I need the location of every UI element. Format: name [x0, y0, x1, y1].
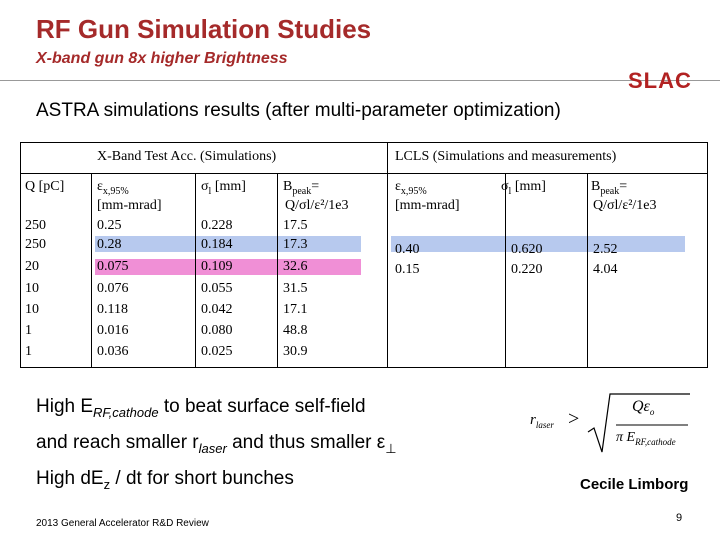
lcls-cell-sigma: 0.620: [511, 242, 543, 257]
col-header-q: Q [pC]: [25, 179, 65, 194]
table-cell-bpeak: 32.6: [283, 259, 308, 274]
radical-sign-icon: [587, 393, 690, 453]
table-cell-sigma: 0.184: [201, 237, 233, 252]
table-cell-bpeak: 30.9: [283, 344, 308, 359]
col-header-sigma: σl [mm]: [201, 179, 246, 197]
lcls-cell-bpeak: 4.04: [593, 262, 618, 277]
table-cell-eps: 0.25: [97, 218, 122, 233]
slac-logo: SLAC: [628, 68, 692, 93]
table-cell-q: 1: [25, 344, 32, 359]
page-number: 9: [676, 512, 683, 524]
table-cell-sigma: 0.025: [201, 344, 233, 359]
lcls-cell-sigma: 0.220: [511, 262, 543, 277]
col-header-eps: εx,95%: [97, 179, 129, 197]
key-point-2: and reach smaller rlaser and thus smalle…: [36, 431, 397, 456]
table-cell-q: 20: [25, 259, 39, 274]
table-cell-sigma: 0.109: [201, 259, 233, 274]
slide-subtitle: X-band gun 8x higher Brightness: [36, 50, 288, 67]
col-header-bpeak: Bpeak=: [283, 179, 320, 197]
group-header-xband: X-Band Test Acc. (Simulations): [97, 149, 277, 164]
lcls-col-header-bpeak-formula: Q/σl/ε²/1e3: [593, 198, 657, 213]
row-highlight-pink: [95, 259, 361, 275]
results-table: X-Band Test Acc. (Simulations) LCLS (Sim…: [20, 142, 708, 368]
table-cell-eps: 0.28: [97, 237, 122, 252]
formula-denominator: π ERF,cathode: [616, 430, 676, 447]
col-header-eps-unit: [mm-mrad]: [97, 198, 162, 213]
table-cell-q: 250: [25, 218, 46, 233]
table-cell-sigma: 0.055: [201, 281, 233, 296]
table-cell-q: 250: [25, 237, 46, 252]
col-divider-q: [91, 173, 92, 367]
table-cell-eps: 0.016: [97, 323, 129, 338]
title-divider: [0, 80, 720, 81]
formula-operator: >: [568, 408, 580, 430]
table-cell-q: 10: [25, 281, 39, 296]
formula-lhs: rlaser: [530, 412, 554, 430]
table-cell-bpeak: 17.5: [283, 218, 308, 233]
lcls-highlight-blue: [391, 236, 685, 252]
table-cell-bpeak: 17.3: [283, 237, 308, 252]
lcls-cell-eps: 0.40: [395, 242, 420, 257]
table-cell-q: 1: [25, 323, 32, 338]
col-divider-lcls-eps: [505, 173, 506, 367]
col-header-bpeak-formula: Q/σl/ε²/1e3: [285, 198, 349, 213]
key-point-3: High dEz / dt for short bunches: [36, 467, 294, 492]
col-divider-eps: [195, 173, 196, 367]
author-name: Cecile Limborg: [580, 476, 689, 493]
col-divider-lcls-sigma: [587, 173, 588, 367]
table-cell-eps: 0.036: [97, 344, 129, 359]
headline: ASTRA simulations results (after multi-p…: [36, 100, 561, 121]
lcls-cell-bpeak: 2.52: [593, 242, 618, 257]
row-highlight-blue: [95, 236, 361, 252]
table-cell-bpeak: 31.5: [283, 281, 308, 296]
table-cell-q: 10: [25, 302, 39, 317]
table-cell-bpeak: 48.8: [283, 323, 308, 338]
laser-radius-formula: rlaser > Qεo π ERF,cathode: [530, 388, 690, 456]
table-cell-sigma: 0.228: [201, 218, 233, 233]
footer-text: 2013 General Accelerator R&D Review: [36, 518, 209, 529]
lcls-col-header-sigma: σl [mm]: [501, 179, 546, 197]
col-divider-group: [387, 143, 388, 367]
key-point-1: High ERF,cathode to beat surface self-fi…: [36, 396, 366, 420]
group-header-lcls: LCLS (Simulations and measurements): [395, 149, 617, 164]
lcls-col-header-eps: εx,95%: [395, 179, 427, 197]
lcls-col-header-bpeak: Bpeak=: [591, 179, 628, 197]
slide-title: RF Gun Simulation Studies: [36, 14, 372, 44]
table-cell-eps: 0.118: [97, 302, 128, 317]
table-cell-sigma: 0.080: [201, 323, 233, 338]
col-divider-sigma: [277, 173, 278, 367]
table-cell-bpeak: 17.1: [283, 302, 308, 317]
table-cell-sigma: 0.042: [201, 302, 233, 317]
key-points: High ERF,cathode to beat surface self-fi…: [36, 392, 397, 499]
table-cell-eps: 0.075: [97, 259, 129, 274]
lcls-col-header-eps-unit: [mm-mrad]: [395, 198, 460, 213]
lcls-cell-eps: 0.15: [395, 262, 420, 277]
table-cell-eps: 0.076: [97, 281, 129, 296]
header-divider: [21, 173, 707, 174]
formula-numerator: Qεo: [632, 398, 655, 418]
